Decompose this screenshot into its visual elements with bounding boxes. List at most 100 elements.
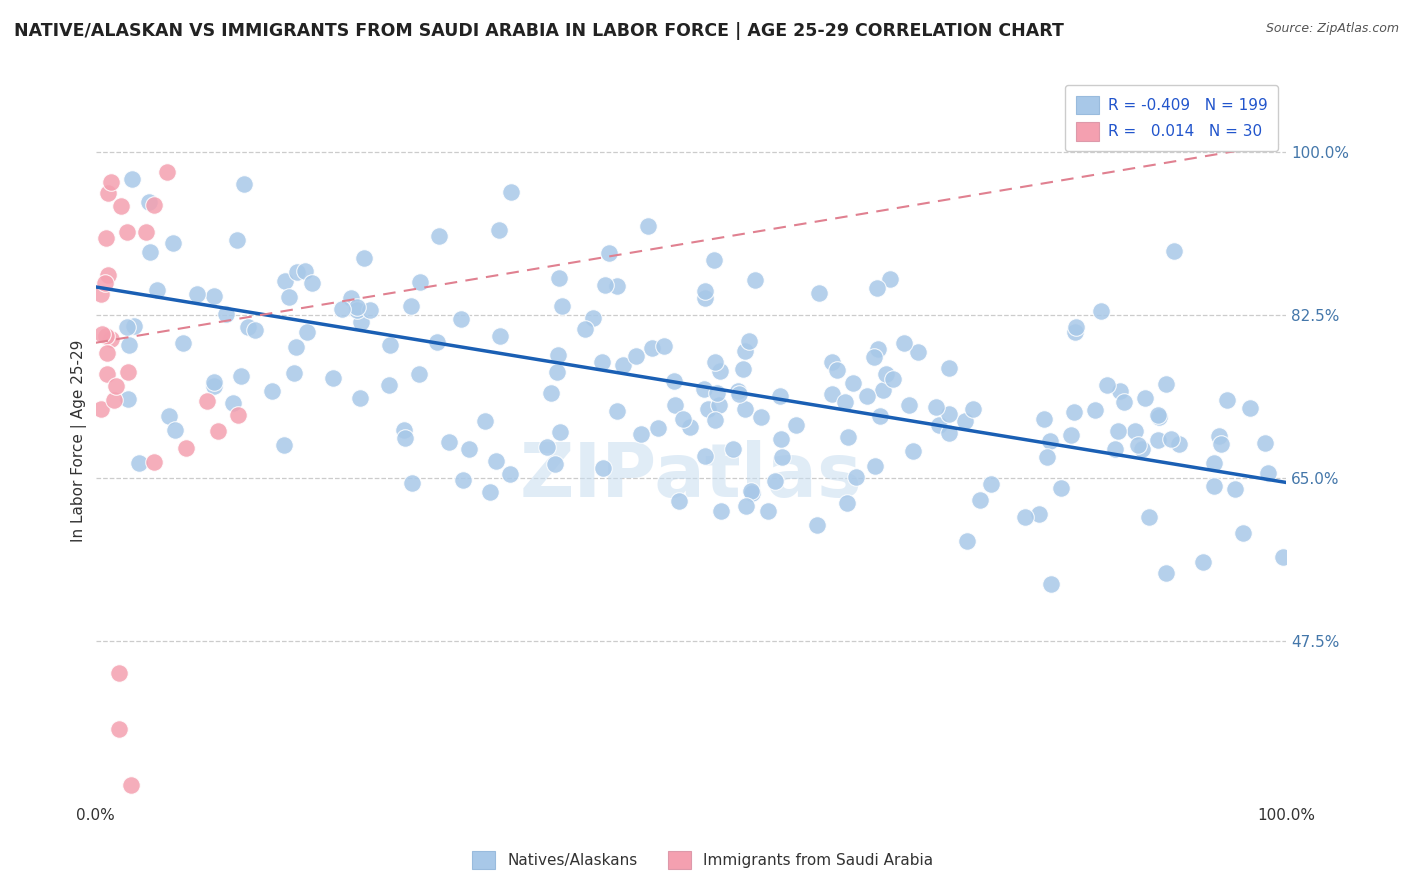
- Point: [704, 413, 727, 427]
- Point: [226, 233, 249, 247]
- Point: [641, 342, 664, 356]
- Point: [882, 372, 904, 386]
- Point: [478, 485, 501, 500]
- Point: [399, 299, 422, 313]
- Point: [938, 425, 960, 440]
- Point: [94, 329, 117, 343]
- Point: [865, 281, 887, 295]
- Point: [117, 365, 139, 379]
- Point: [953, 414, 976, 428]
- Point: [359, 303, 381, 318]
- Point: [346, 302, 368, 317]
- Point: [1147, 433, 1170, 447]
- Point: [1090, 304, 1112, 318]
- Point: [872, 383, 894, 397]
- Point: [695, 449, 717, 463]
- Point: [96, 367, 118, 381]
- Point: [769, 388, 792, 402]
- Point: [139, 244, 162, 259]
- Point: [647, 421, 669, 435]
- Point: [499, 467, 522, 482]
- Point: [547, 271, 569, 285]
- Point: [103, 393, 125, 408]
- Point: [606, 279, 628, 293]
- Point: [707, 398, 730, 412]
- Point: [378, 377, 401, 392]
- Point: [969, 492, 991, 507]
- Point: [1137, 509, 1160, 524]
- Point: [770, 450, 793, 464]
- Point: [207, 424, 229, 438]
- Point: [593, 278, 616, 293]
- Point: [121, 171, 143, 186]
- Point: [1192, 555, 1215, 569]
- Point: [1063, 326, 1085, 340]
- Point: [547, 348, 569, 362]
- Point: [741, 486, 763, 500]
- Point: [869, 409, 891, 423]
- Point: [728, 386, 751, 401]
- Point: [875, 367, 897, 381]
- Point: [1133, 392, 1156, 406]
- Point: [749, 409, 772, 424]
- Point: [499, 186, 522, 200]
- Point: [117, 320, 139, 334]
- Point: [856, 389, 879, 403]
- Point: [339, 291, 361, 305]
- Point: [938, 361, 960, 376]
- Point: [429, 228, 451, 243]
- Point: [233, 177, 256, 191]
- Point: [821, 387, 844, 401]
- Point: [90, 401, 112, 416]
- Point: [437, 434, 460, 449]
- Point: [226, 408, 249, 422]
- Point: [664, 374, 686, 388]
- Text: NATIVE/ALASKAN VS IMMIGRANTS FROM SAUDI ARABIA IN LABOR FORCE | AGE 25-29 CORREL: NATIVE/ALASKAN VS IMMIGRANTS FROM SAUDI …: [14, 22, 1064, 40]
- Point: [845, 470, 868, 484]
- Point: [346, 300, 368, 314]
- Point: [664, 399, 686, 413]
- Point: [353, 252, 375, 266]
- Point: [1160, 432, 1182, 446]
- Point: [409, 275, 432, 289]
- Point: [110, 199, 132, 213]
- Point: [672, 412, 695, 426]
- Point: [202, 289, 225, 303]
- Point: [163, 423, 186, 437]
- Point: [834, 395, 856, 409]
- Point: [704, 355, 727, 369]
- Point: [1232, 525, 1254, 540]
- Point: [1033, 412, 1056, 426]
- Point: [1060, 427, 1083, 442]
- Point: [862, 350, 884, 364]
- Point: [734, 402, 756, 417]
- Point: [695, 284, 717, 298]
- Point: [703, 253, 725, 268]
- Text: Source: ZipAtlas.com: Source: ZipAtlas.com: [1265, 22, 1399, 36]
- Point: [1257, 466, 1279, 480]
- Point: [1254, 435, 1277, 450]
- Point: [1028, 507, 1050, 521]
- Point: [727, 384, 749, 398]
- Point: [709, 364, 731, 378]
- Point: [94, 276, 117, 290]
- Point: [737, 334, 759, 348]
- Point: [295, 326, 318, 340]
- Point: [612, 358, 634, 372]
- Point: [540, 385, 562, 400]
- Point: [1064, 320, 1087, 334]
- Legend: Natives/Alaskans, Immigrants from Saudi Arabia: Natives/Alaskans, Immigrants from Saudi …: [467, 845, 939, 875]
- Point: [630, 426, 652, 441]
- Point: [907, 345, 929, 359]
- Point: [1130, 442, 1153, 457]
- Point: [924, 400, 946, 414]
- Point: [706, 386, 728, 401]
- Point: [157, 409, 180, 423]
- Point: [108, 722, 131, 736]
- Point: [956, 534, 979, 549]
- Point: [637, 219, 659, 233]
- Point: [785, 417, 807, 432]
- Point: [1036, 450, 1059, 464]
- Point: [807, 286, 830, 301]
- Point: [1216, 392, 1239, 407]
